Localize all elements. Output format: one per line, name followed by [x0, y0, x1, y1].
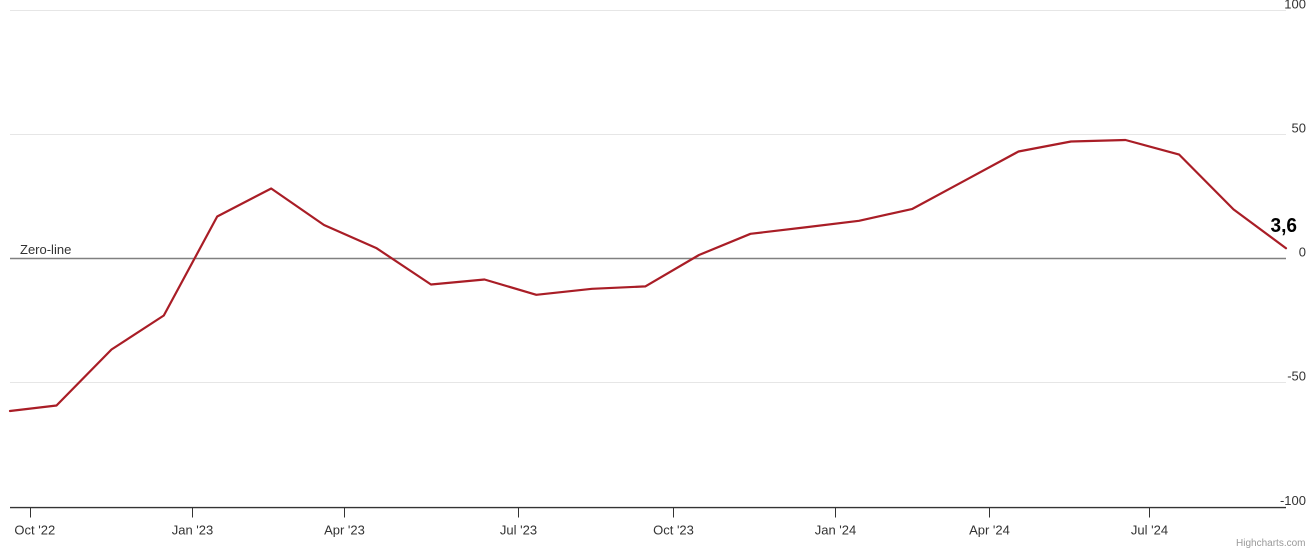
svg-text:100: 100 [1284, 0, 1306, 12]
svg-text:-50: -50 [1287, 369, 1306, 384]
svg-text:Oct '23: Oct '23 [653, 522, 694, 537]
svg-text:Apr '24: Apr '24 [969, 522, 1010, 537]
svg-text:0: 0 [1299, 245, 1306, 260]
svg-text:Apr '23: Apr '23 [324, 522, 365, 537]
svg-text:Jul '24: Jul '24 [1131, 522, 1168, 537]
svg-text:Oct '22: Oct '22 [14, 522, 55, 537]
svg-text:3,6: 3,6 [1271, 215, 1298, 237]
svg-text:-100: -100 [1280, 493, 1306, 508]
svg-text:Zero-line: Zero-line [20, 242, 71, 257]
svg-text:50: 50 [1292, 121, 1306, 136]
svg-text:Jan '24: Jan '24 [815, 522, 857, 537]
svg-text:Jan '23: Jan '23 [172, 522, 214, 537]
svg-text:Jul '23: Jul '23 [500, 522, 537, 537]
svg-text:Highcharts.com: Highcharts.com [1236, 538, 1305, 549]
